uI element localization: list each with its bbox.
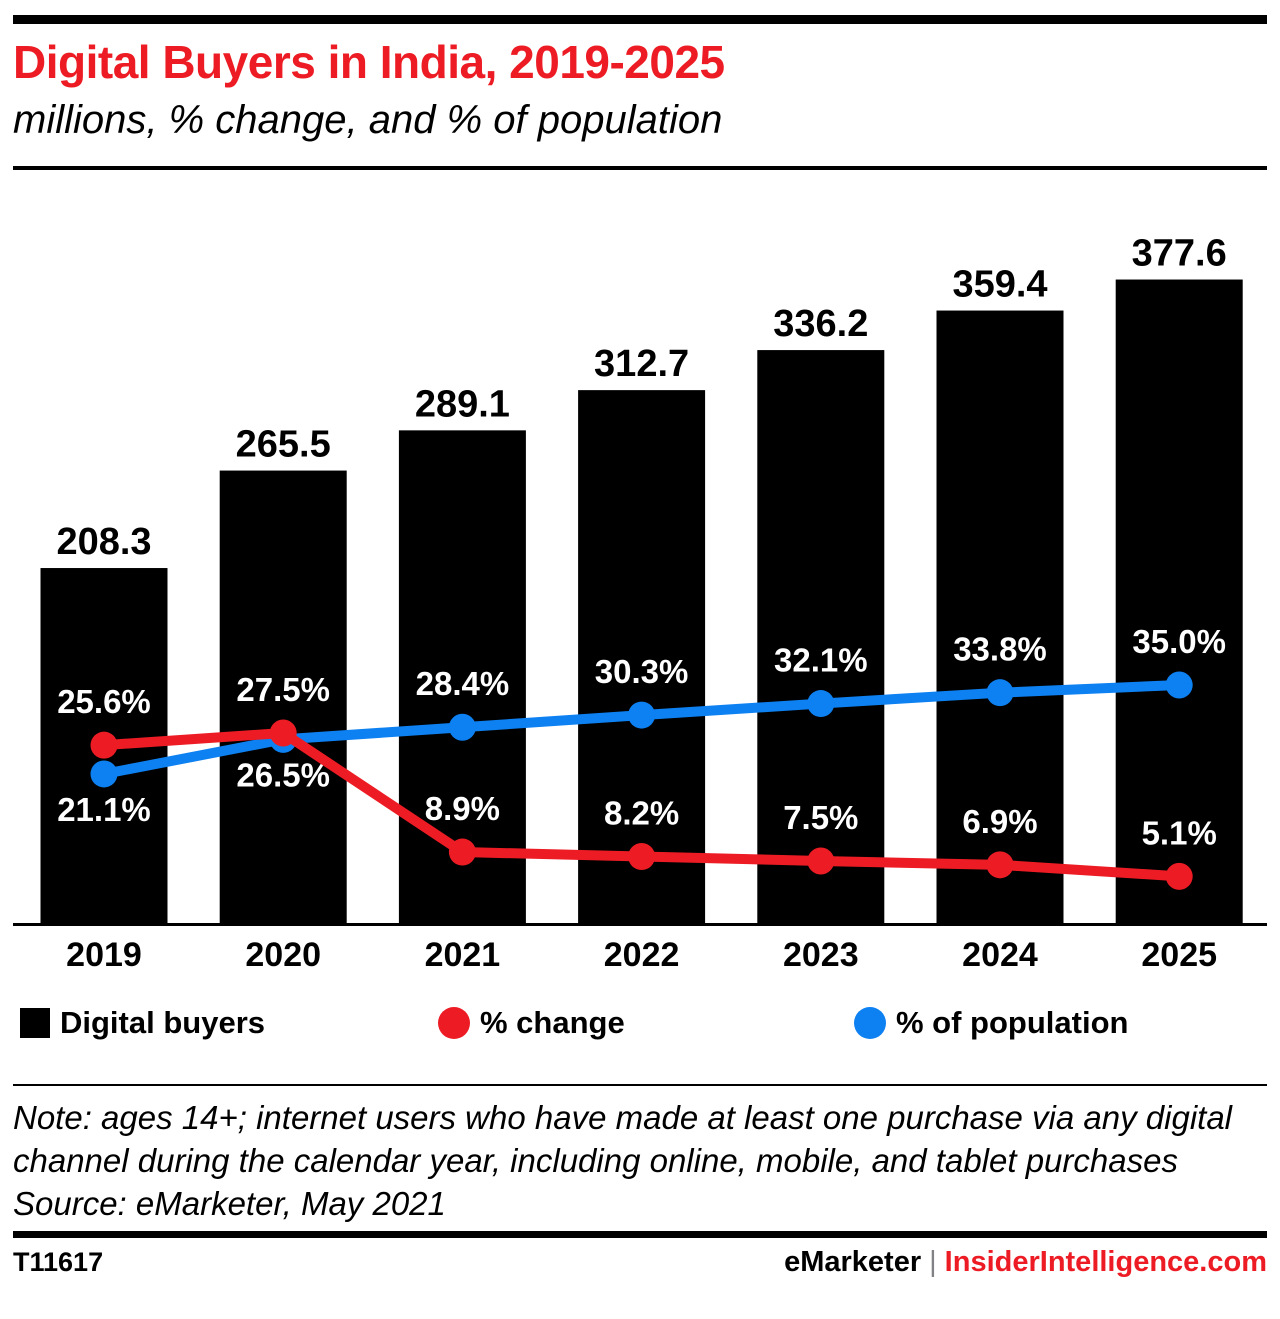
note-text: Note: ages 14+; internet users who have … [13, 1099, 1233, 1179]
x-label-2023: 2023 [783, 936, 859, 974]
x-label-2025: 2025 [1141, 936, 1217, 974]
note-block: Note: ages 14+; internet users who have … [13, 1096, 1267, 1225]
point-label-of-population-2019: 21.1% [57, 791, 151, 828]
footer: T11617 eMarketer | InsiderIntelligence.com [13, 1246, 1267, 1279]
bar-value-2021: 289.1 [415, 383, 510, 425]
bar-2025 [1115, 279, 1243, 923]
point-of-population-2023 [807, 690, 835, 718]
bar-value-2020: 265.5 [236, 424, 331, 466]
point-label-of-population-2023: 32.1% [774, 642, 868, 679]
footer-divider [13, 1231, 1267, 1238]
point-label-of-population-2022: 30.3% [595, 653, 689, 690]
insider-intelligence-link[interactable]: InsiderIntelligence.com [944, 1246, 1267, 1278]
bar-line-chart: 208.3 2019 265.5 2020 289.1 2021 312.7 2022 336.… [13, 233, 1267, 974]
x-label-2021: 2021 [425, 936, 501, 974]
legend-item-pct-change: % change [438, 1002, 625, 1044]
bar-value-2023: 336.2 [773, 303, 868, 345]
source-text: Source: eMarketer, May 2021 [13, 1185, 446, 1222]
point-label-of-population-2025: 35.0% [1132, 623, 1226, 660]
x-label-2024: 2024 [962, 936, 1038, 974]
bar-2023 [757, 350, 885, 924]
chart-id: T11617 [13, 1247, 104, 1277]
x-label-2019: 2019 [66, 936, 142, 974]
point-change-2024 [986, 851, 1014, 879]
point-label-of-population-2024: 33.8% [953, 631, 1047, 668]
page-title: Digital Buyers in India, 2019-2025 [13, 36, 725, 88]
point-label-of-population-2021: 28.4% [416, 665, 510, 702]
digital-buyers-swatch-icon [20, 1008, 50, 1038]
point-change-2020 [269, 719, 297, 747]
footer-brands: eMarketer | InsiderIntelligence.com [784, 1246, 1267, 1279]
point-change-2022 [628, 843, 656, 871]
point-label-change-2025: 5.1% [1142, 814, 1217, 851]
point-label-of-population-2020: 26.5% [236, 756, 330, 793]
point-change-2023 [807, 847, 835, 875]
legend-label-pct-change: % change [480, 1005, 625, 1040]
point-label-change-2023: 7.5% [783, 799, 858, 836]
point-of-population-2022 [628, 701, 656, 729]
legend-label-pct-population: % of population [896, 1005, 1129, 1040]
x-label-2022: 2022 [604, 936, 680, 974]
point-label-change-2021: 8.9% [425, 790, 500, 827]
point-of-population-2021 [448, 713, 476, 741]
legend-item-pct-population: % of population [854, 1002, 1128, 1044]
pct-change-swatch-icon [438, 1007, 470, 1039]
bar-value-2019: 208.3 [56, 521, 151, 563]
point-change-2025 [1165, 862, 1193, 890]
legend-item-digital-buyers: Digital buyers [20, 1002, 265, 1044]
chart-legend: Digital buyers % change % of population [0, 1002, 1280, 1044]
footer-separator: | [929, 1246, 937, 1278]
point-label-change-2022: 8.2% [604, 795, 679, 832]
header-divider [13, 166, 1267, 170]
bar-value-2024: 359.4 [952, 264, 1047, 306]
pct-population-swatch-icon [854, 1007, 886, 1039]
point-of-population-2025 [1165, 671, 1193, 699]
page-subtitle: millions, % change, and % of population [13, 98, 723, 142]
point-change-2021 [448, 838, 476, 866]
point-of-population-2019 [90, 760, 118, 788]
x-axis-line [13, 923, 1267, 926]
emarketer-logo: eMarketer [784, 1246, 922, 1278]
point-change-2019 [90, 731, 118, 759]
note-divider [13, 1084, 1267, 1086]
point-label-change-2024: 6.9% [962, 803, 1037, 840]
top-accent-bar [13, 15, 1267, 24]
bar-2024 [936, 310, 1064, 923]
bar-2020 [219, 470, 347, 923]
point-of-population-2024 [986, 679, 1014, 707]
bar-value-2025: 377.6 [1132, 233, 1227, 275]
x-label-2020: 2020 [245, 936, 321, 974]
bar-2022 [578, 390, 706, 923]
legend-label-digital-buyers: Digital buyers [60, 1005, 265, 1040]
point-label-change-2020: 27.5% [236, 671, 330, 708]
bar-value-2022: 312.7 [594, 343, 689, 385]
point-label-change-2019: 25.6% [57, 683, 151, 720]
